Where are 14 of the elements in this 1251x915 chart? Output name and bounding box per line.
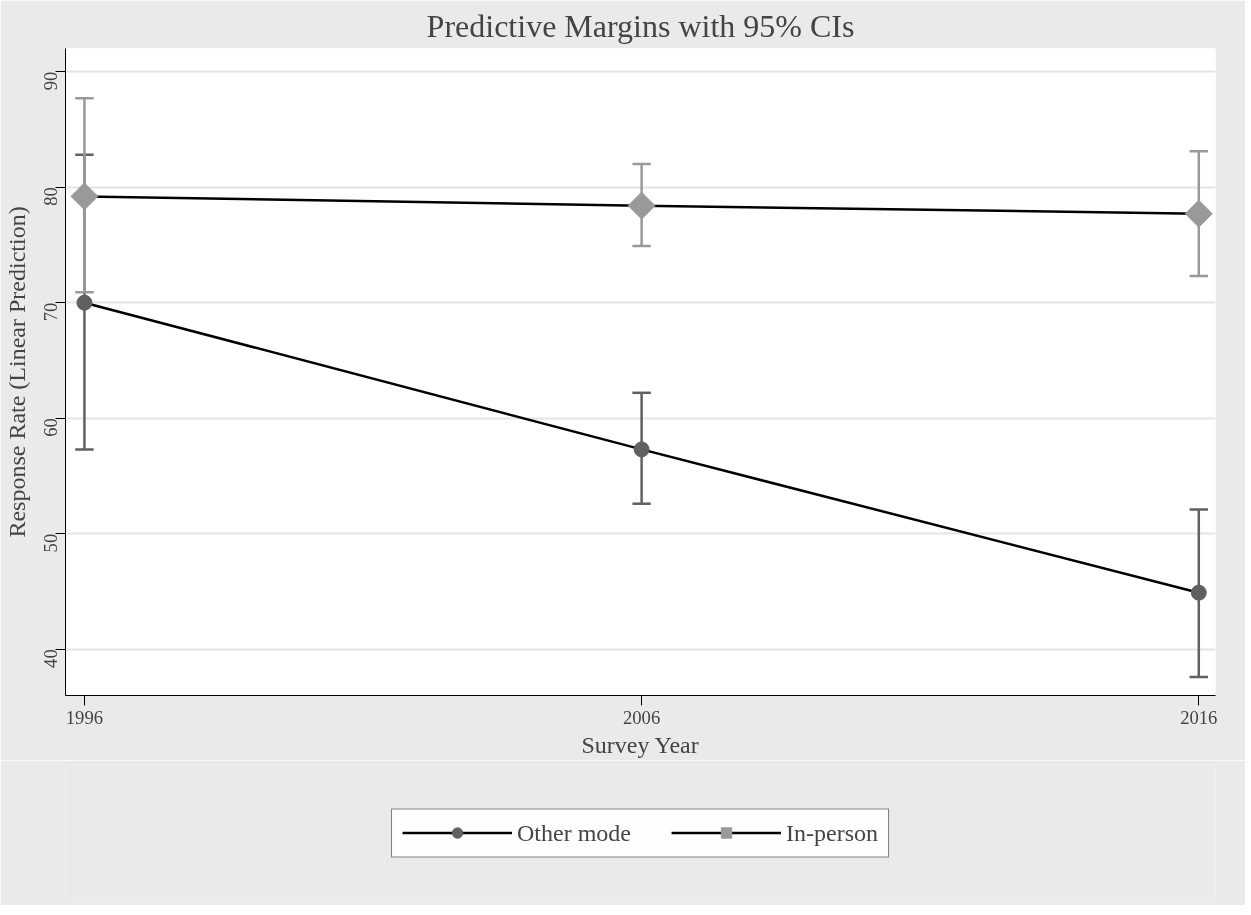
legend-label: Other mode — [517, 819, 631, 846]
y-tick-label: 50 — [40, 533, 61, 553]
y-tick-label: 40 — [40, 649, 61, 668]
y-tick-label: 60 — [40, 418, 61, 437]
legend-label: In-person — [786, 819, 878, 846]
x-tick-label: 1996 — [65, 706, 104, 728]
y-axis-title: Response Rate (Linear Prediction) — [3, 206, 30, 538]
y-tick-label: 70 — [40, 302, 61, 322]
x-axis-title: Survey Year — [581, 731, 699, 758]
x-tick-label: 2016 — [1180, 706, 1218, 728]
chart-title: Predictive Margins with 95% CIs — [426, 7, 855, 44]
x-tick-label: 2006 — [622, 706, 661, 728]
y-tick-label: 80 — [40, 187, 61, 206]
y-tick-label: 90 — [40, 71, 61, 91]
